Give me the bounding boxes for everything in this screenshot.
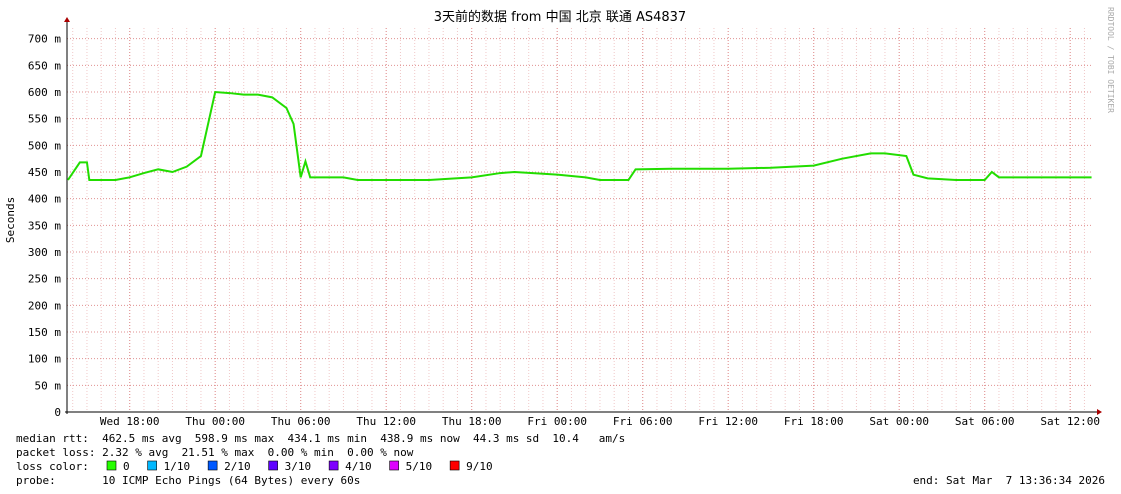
legend-label: 1/10 [164, 460, 191, 473]
x-tick-label: Thu 18:00 [442, 415, 502, 428]
y-axis-label: Seconds [4, 197, 17, 243]
x-tick-label: Fri 12:00 [698, 415, 758, 428]
y-tick-label: 300 m [28, 246, 61, 259]
loss-label: loss color: [16, 460, 89, 473]
legend-swatch [147, 460, 157, 471]
legend-label: 5/10 [406, 460, 433, 473]
legend-label: 3/10 [285, 460, 312, 473]
x-tick-label: Thu 06:00 [271, 415, 331, 428]
legend-label: 4/10 [345, 460, 372, 473]
legend-label: 9/10 [466, 460, 493, 473]
axis-arrow [64, 17, 70, 22]
legend-swatch [328, 460, 339, 471]
legend-swatch [449, 460, 460, 471]
legend-label: 0 [123, 460, 130, 473]
x-tick-label: Sat 06:00 [955, 415, 1015, 428]
legend-label: 2/10 [224, 460, 251, 473]
x-tick-label: Fri 18:00 [784, 415, 844, 428]
y-tick-label: 400 m [28, 193, 61, 206]
legend-swatch [268, 460, 278, 471]
median-line [67, 90, 1092, 181]
x-tick-label: Wed 18:00 [100, 415, 160, 428]
probe: probe: 10 ICMP Echo Pings (64 Bytes) eve… [16, 474, 360, 487]
stats-line: median rtt: 462.5 ms avg 598.9 ms max 43… [16, 432, 625, 445]
x-tick-label: Fri 06:00 [613, 415, 673, 428]
x-tick-label: Thu 00:00 [185, 415, 245, 428]
y-tick-label: 350 m [28, 219, 61, 232]
y-tick-label: 150 m [28, 326, 61, 339]
legend-swatch [207, 460, 218, 471]
y-tick-label: 250 m [28, 273, 61, 286]
legend-swatch [106, 460, 117, 471]
y-tick-label: 450 m [28, 166, 61, 179]
y-tick-label: 700 m [28, 33, 61, 46]
y-tick-label: 50 m [35, 379, 62, 392]
x-tick-label: Sat 00:00 [869, 415, 929, 428]
y-tick-label: 500 m [28, 139, 61, 152]
y-tick-label: 650 m [28, 59, 61, 72]
y-tick-label: 0 [54, 406, 61, 419]
y-tick-label: 600 m [28, 86, 61, 99]
y-tick-label: 200 m [28, 299, 61, 312]
axis-arrow [1097, 409, 1102, 415]
watermark: RRDTOOL / TOBI OETIKER [1106, 7, 1115, 113]
y-tick-label: 550 m [28, 113, 61, 126]
y-tick-label: 100 m [28, 353, 61, 366]
legend-swatch [389, 460, 399, 471]
stats-line: packet loss: 2.32 % avg 21.51 % max 0.00… [16, 446, 414, 459]
chart-title: 3天前的数据 from 中国 北京 联通 AS4837 [434, 9, 686, 25]
x-tick-label: Sat 12:00 [1040, 415, 1100, 428]
x-tick-label: Fri 00:00 [527, 415, 587, 428]
end-time: end: Sat Mar 7 13:36:34 2026 [913, 474, 1105, 487]
x-tick-label: Thu 12:00 [356, 415, 416, 428]
